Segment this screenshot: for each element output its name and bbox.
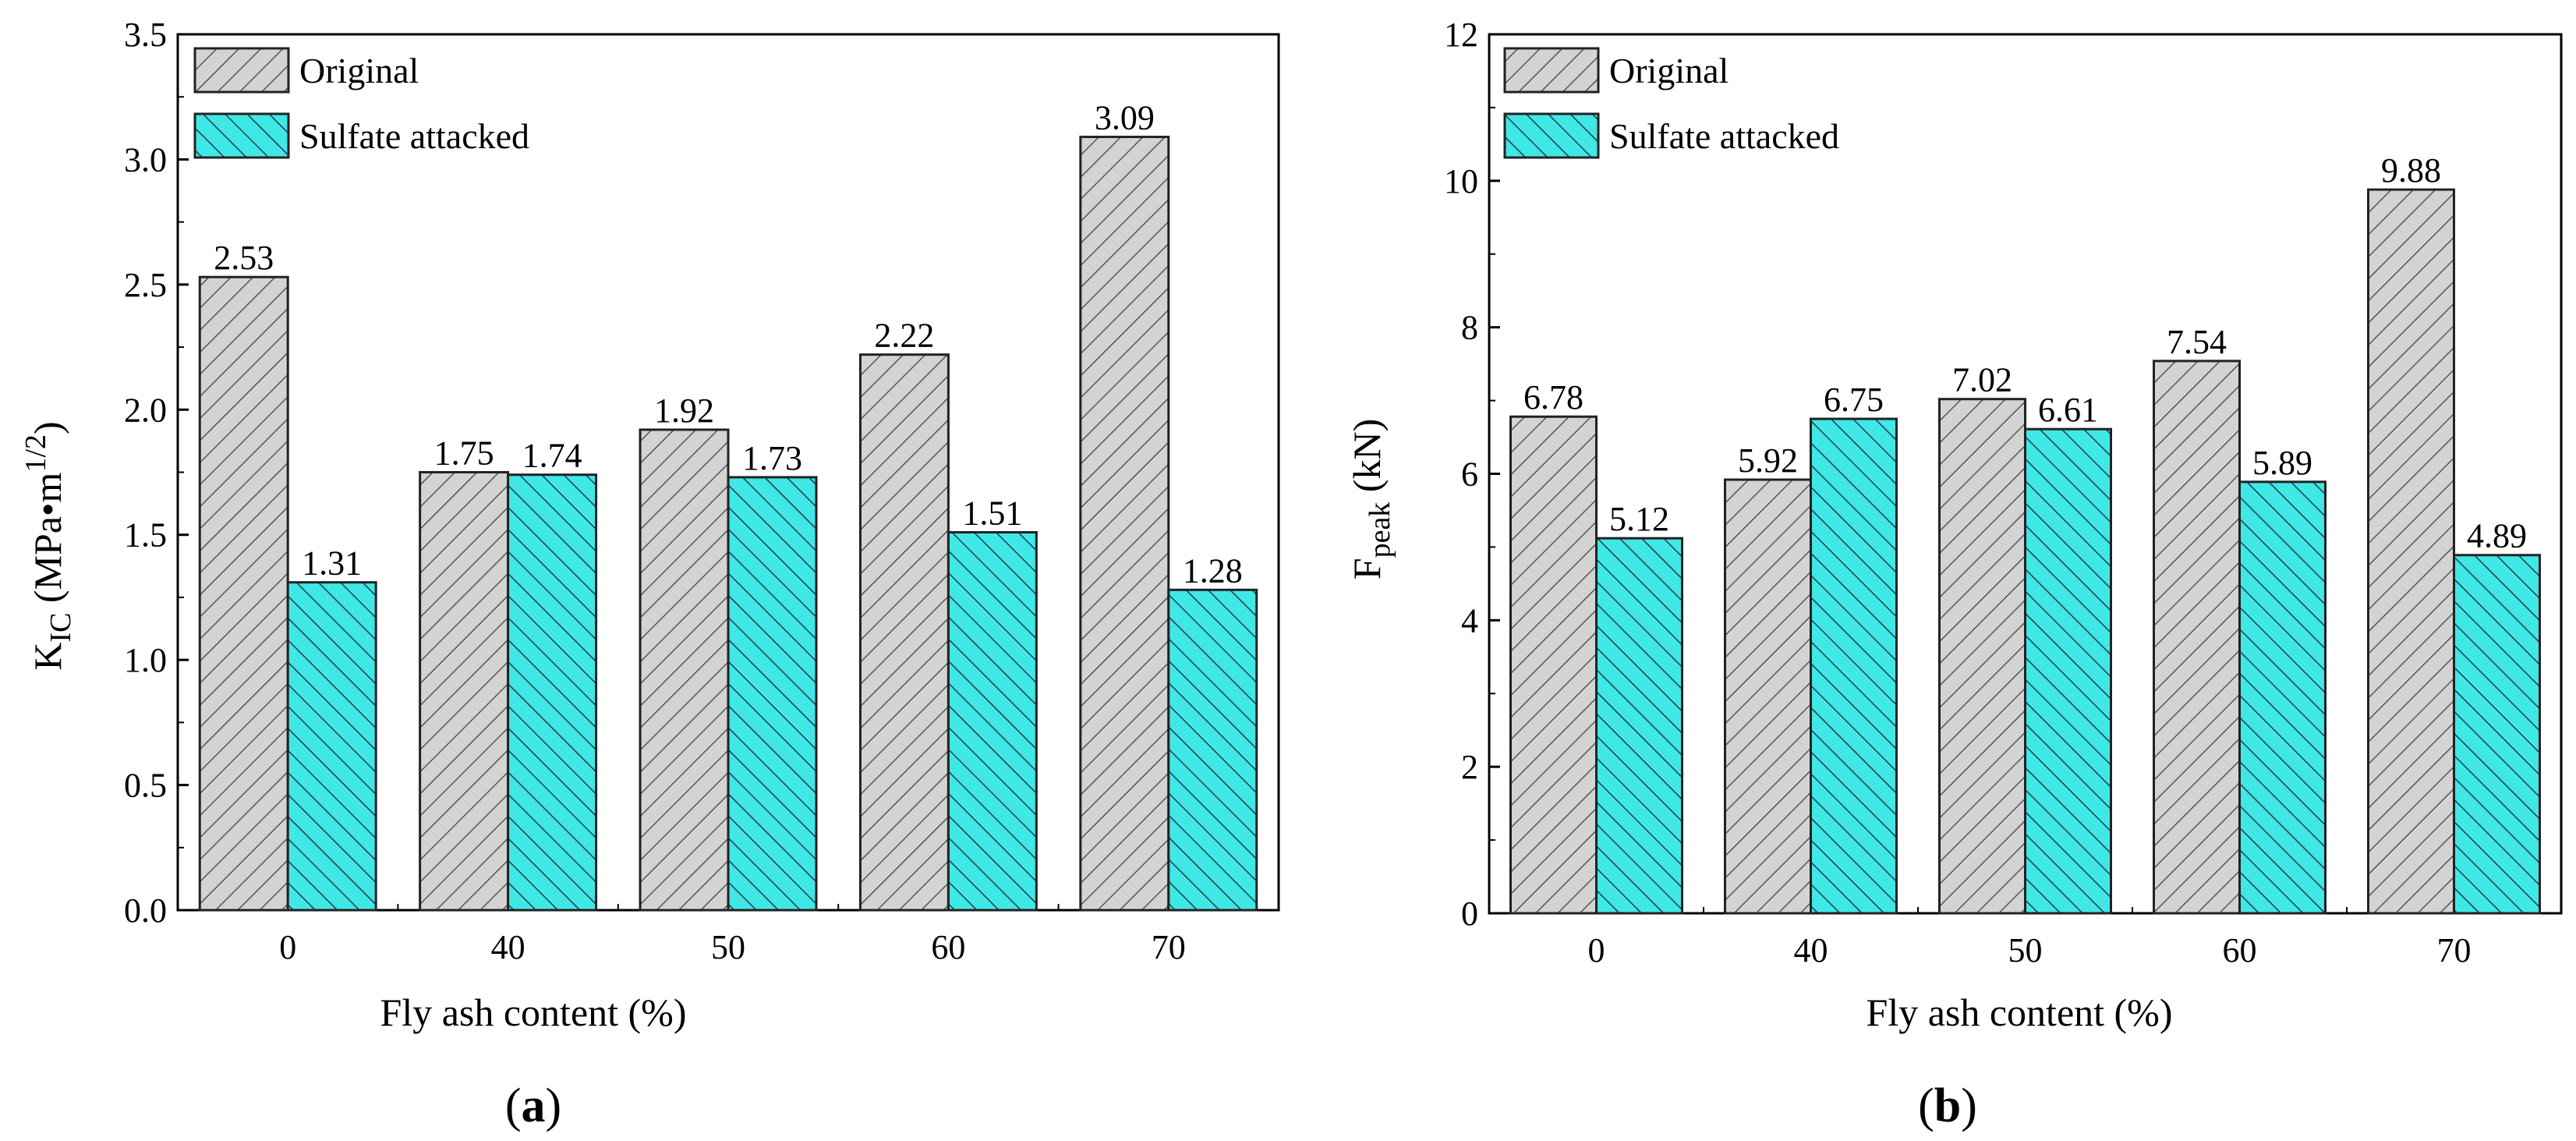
data-label: 3.09 bbox=[1095, 99, 1155, 137]
bar-original-50 bbox=[1938, 398, 2026, 915]
x-tick-label: 40 bbox=[491, 928, 525, 966]
y-tick-label: 1.0 bbox=[124, 641, 167, 679]
y-tick-label: 12 bbox=[1444, 16, 1478, 54]
bar-sulfate-0 bbox=[1595, 537, 1683, 915]
chart-panel-a: 0.0 0.5 1.0 1.5 2.0 2.5 3.0 3.5 0 2.53 1.31 40 1.75 1… bbox=[19, 16, 1280, 1132]
data-label: 1.92 bbox=[654, 392, 714, 430]
plot-area-a: 0.0 0.5 1.0 1.5 2.0 2.5 3.0 3.5 0 2.53 1.31 40 1.75 1… bbox=[124, 16, 1280, 966]
panel-letter-a: a bbox=[522, 1079, 546, 1132]
data-label: 6.78 bbox=[1523, 378, 1583, 416]
y-tick-label: 10 bbox=[1444, 162, 1478, 200]
y-axis-label-a-base: K bbox=[26, 643, 69, 671]
bar-original-0 bbox=[198, 275, 289, 912]
y-tick-label: 2.0 bbox=[124, 391, 167, 429]
y-axis-label-a-sub: IC bbox=[44, 613, 77, 643]
y-tick-label: 3.5 bbox=[124, 16, 167, 54]
bar-original-60 bbox=[858, 353, 950, 912]
data-label: 5.12 bbox=[1609, 500, 1669, 538]
x-tick-label: 40 bbox=[1794, 931, 1828, 969]
data-label: 1.75 bbox=[434, 434, 494, 473]
x-tick-label: 60 bbox=[2223, 931, 2257, 969]
y-tick-label: 4 bbox=[1461, 601, 1478, 640]
bar-original-40 bbox=[1724, 478, 1812, 915]
bar-sulfate-0 bbox=[286, 581, 377, 912]
x-axis-label-a: Fly ash content (%) bbox=[380, 990, 687, 1034]
y-tick-label: 1.5 bbox=[124, 516, 167, 555]
legend-swatch-sulfate bbox=[193, 112, 290, 159]
y-axis-label-b-sub: peak bbox=[1364, 502, 1396, 558]
data-label: 1.31 bbox=[302, 544, 362, 583]
bar-sulfate-50 bbox=[727, 476, 818, 912]
x-axis-label-b: Fly ash content (%) bbox=[1867, 990, 2173, 1034]
bar-sulfate-70 bbox=[1167, 588, 1258, 912]
data-label: 9.88 bbox=[2381, 151, 2441, 190]
bar-original-70 bbox=[2367, 188, 2455, 915]
panel-letter-b: b bbox=[1934, 1079, 1961, 1132]
legend-swatch-original bbox=[1503, 47, 1600, 94]
data-label: 6.61 bbox=[2038, 391, 2098, 429]
y-tick-label: 0.5 bbox=[124, 767, 167, 805]
y-tick-label: 8 bbox=[1461, 309, 1478, 347]
panel-label-b: (b) bbox=[1918, 1079, 1977, 1132]
data-label: 1.73 bbox=[742, 439, 802, 477]
data-label: 1.51 bbox=[962, 494, 1022, 533]
plot-area-b: 0 2 4 6 8 10 12 0 6.78 5.12 40 5.92 6.75 50 7.02 6.61 60… bbox=[1444, 16, 2563, 969]
data-label: 5.89 bbox=[2252, 444, 2312, 482]
bar-sulfate-50 bbox=[2024, 427, 2112, 915]
legend-label-sulfate: Sulfate attacked bbox=[1609, 116, 1839, 156]
y-axis-label-b-unit: (kN) bbox=[1345, 419, 1389, 502]
bar-original-70 bbox=[1079, 136, 1170, 912]
x-tick-label: 0 bbox=[279, 928, 296, 966]
y-axis-label-a: KIC (MPa•m1/2) bbox=[19, 421, 77, 670]
bar-original-50 bbox=[639, 428, 730, 912]
legend-label-sulfate: Sulfate attacked bbox=[299, 116, 529, 156]
x-tick-label: 70 bbox=[1152, 928, 1186, 966]
legend-swatch-sulfate bbox=[1503, 112, 1600, 159]
chart-panel-b: 0 2 4 6 8 10 12 0 6.78 5.12 40 5.92 6.75 50 7.02 6.61 60… bbox=[1345, 16, 2563, 1132]
legend-label-original: Original bbox=[1609, 51, 1729, 90]
legend-label-original: Original bbox=[299, 51, 419, 90]
legend-swatch-original bbox=[193, 47, 290, 94]
bar-original-0 bbox=[1509, 415, 1598, 915]
y-tick-label: 2 bbox=[1461, 748, 1478, 786]
bar-sulfate-40 bbox=[507, 473, 598, 912]
bar-sulfate-60 bbox=[947, 531, 1038, 912]
y-tick-label: 2.5 bbox=[124, 266, 167, 304]
y-tick-label: 6 bbox=[1461, 455, 1478, 494]
bar-original-40 bbox=[419, 471, 510, 912]
y-axis-label-a-sup: 1/2 bbox=[19, 434, 52, 473]
data-label: 1.74 bbox=[522, 437, 582, 475]
x-tick-label: 50 bbox=[2008, 931, 2043, 969]
y-tick-label: 0 bbox=[1461, 895, 1478, 933]
bar-sulfate-70 bbox=[2453, 554, 2541, 915]
data-label: 6.75 bbox=[1824, 381, 1884, 419]
y-axis-label-b-base: F bbox=[1345, 558, 1389, 579]
bar-sulfate-40 bbox=[1810, 417, 1898, 915]
y-axis-label-a-close: ) bbox=[26, 421, 69, 434]
panel-label-a: (a) bbox=[505, 1079, 561, 1132]
bar-sulfate-60 bbox=[2238, 480, 2327, 915]
x-tick-label: 60 bbox=[931, 928, 965, 966]
y-tick-label: 0.0 bbox=[124, 891, 167, 930]
y-tick-label: 3.0 bbox=[124, 140, 167, 179]
x-tick-label: 0 bbox=[1588, 931, 1605, 969]
data-label: 4.89 bbox=[2467, 517, 2527, 555]
y-axis-label-b: Fpeak (kN) bbox=[1345, 419, 1396, 579]
data-label: 7.02 bbox=[1952, 361, 2012, 399]
data-label: 1.28 bbox=[1183, 551, 1243, 590]
y-axis-label-a-unit: (MPa•m bbox=[26, 472, 69, 612]
x-tick-label: 70 bbox=[2437, 931, 2472, 969]
data-label: 7.54 bbox=[2167, 323, 2227, 361]
bar-original-60 bbox=[2153, 360, 2241, 915]
data-label: 2.53 bbox=[214, 239, 274, 277]
data-label: 5.92 bbox=[1738, 441, 1798, 480]
data-label: 2.22 bbox=[874, 317, 934, 355]
x-tick-label: 50 bbox=[711, 928, 745, 966]
